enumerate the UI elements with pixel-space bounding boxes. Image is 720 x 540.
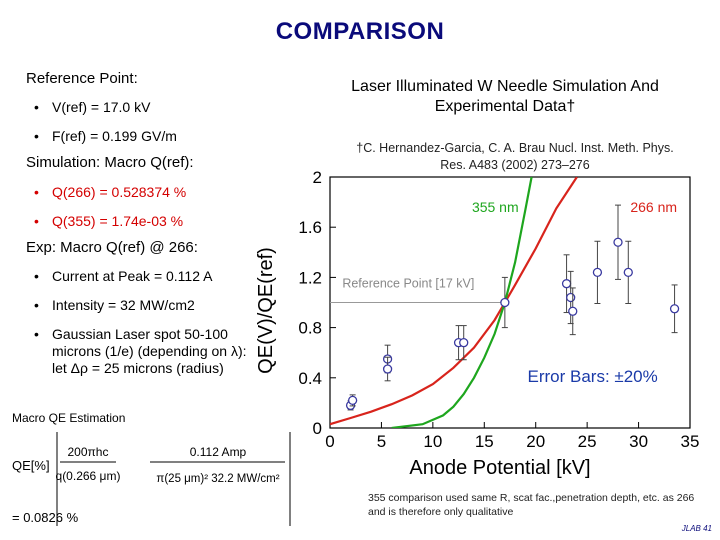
x-tick-label: 35 [681, 432, 700, 451]
y-tick-label: 1.6 [298, 218, 322, 237]
x-tick-label: 30 [629, 432, 648, 451]
citation: †C. Hernandez-Garcia, C. A. Brau Nucl. I… [356, 141, 674, 172]
formula-den2: π(25 μm)² 32.2 MW/cm² [156, 473, 279, 485]
x-tick-label: 15 [475, 432, 494, 451]
qe-chart: 0 5 10 15 20 25 30 35 0 0.4 0.8 1.2 1.6 2 Anode Potent… [255, 168, 700, 479]
x-tick-label: 5 [377, 432, 386, 451]
data-point [561, 279, 572, 289]
y-tick-label: 1.2 [298, 268, 322, 287]
x-tick-label: 25 [578, 432, 597, 451]
y-tick-label: 0 [313, 419, 322, 438]
y-tick-label: 0.4 [298, 369, 322, 388]
error-bars-note: Error Bars: ±20% [527, 367, 657, 386]
reference-point-label: Reference Point [17 kV] [342, 277, 474, 291]
series-curve [330, 177, 578, 426]
list-item: Gaussian Laser spot 50-100 microns (1/e)… [28, 326, 248, 377]
y-tick-label: 2 [313, 168, 322, 187]
y-axis-label: QE(V)/QE(ref) [255, 247, 277, 374]
data-point [568, 306, 578, 316]
list-item: Current at Peak = 0.112 A [28, 268, 248, 285]
list-item: Intensity = 32 MW/cm2 [28, 297, 248, 314]
list-item: Q(266) = 0.528374 % [28, 184, 186, 201]
reference-point-list: V(ref) = 17.0 kV F(ref) = 0.199 GV/m [28, 99, 177, 145]
formula-num2: 0.112 Amp [190, 445, 247, 459]
label-266: 266 nm [630, 199, 677, 215]
data-point [347, 395, 358, 406]
x-tick-label: 10 [423, 432, 442, 451]
macro-qe-formula: QE[%] 200πhc q(0.266 μm) 0.112 Amp π(25 … [12, 432, 291, 526]
data-point [382, 364, 393, 374]
reference-point-heading: Reference Point: [26, 70, 138, 88]
simulation-heading: Simulation: Macro Q(ref): [26, 154, 194, 171]
x-tick-label: 20 [526, 432, 545, 451]
page-title: COMPARISON [275, 18, 445, 45]
y-tick-label: 0.8 [298, 319, 322, 338]
formula-den1: q(0.266 μm) [56, 469, 121, 483]
list-item: Q(355) = 1.74e-03 % [28, 213, 186, 230]
data-point [500, 297, 510, 308]
experiment-list: Current at Peak = 0.112 A Intensity = 32… [28, 268, 248, 377]
simulation-list: Q(266) = 0.528374 % Q(355) = 1.74e-03 % [28, 184, 186, 230]
reference-point-heading-text: Reference Point: [26, 70, 138, 87]
chart-subtitle: Laser Illuminated W Needle Simulation An… [351, 78, 659, 115]
note-355: 355 comparison used same R, scat fac.,pe… [368, 492, 695, 518]
data-point [566, 292, 576, 303]
footer-label: JLAB 41 [681, 524, 712, 533]
list-item: F(ref) = 0.199 GV/m [28, 128, 177, 145]
series-curve [391, 177, 533, 428]
data-point [669, 304, 680, 314]
formula-num1: 200πhc [68, 445, 109, 459]
x-tick-label: 0 [325, 432, 334, 451]
list-item: V(ref) = 17.0 kV [28, 99, 177, 116]
data-point [613, 237, 623, 247]
x-axis-label: Anode Potential [kV] [409, 457, 590, 479]
data-point [623, 267, 633, 278]
macro-qe-label: Macro QE Estimation [12, 411, 126, 425]
data-point [592, 267, 603, 278]
experiment-heading: Exp: Macro Q(ref) @ 266: [26, 239, 198, 256]
formula-lhs: QE[%] [12, 458, 50, 473]
label-355: 355 nm [472, 199, 519, 215]
formula-result: = 0.0826 % [12, 510, 79, 525]
data-point [459, 338, 469, 348]
